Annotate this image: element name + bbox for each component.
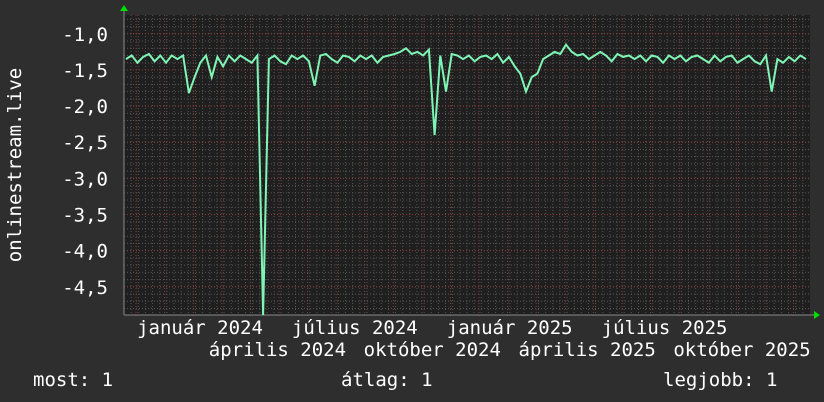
x-tick-label: október 2025 [673,339,810,361]
x-tick-label: január 2025 [447,317,573,339]
legend-current: most: 1 [33,369,114,391]
series-line [125,42,807,316]
x-tick-label: április 2024 [209,339,346,361]
y-tick-label: -1,5 [62,60,108,82]
y-tick-label: -3,5 [62,205,108,227]
y-axis-arrow-icon [120,5,128,11]
x-tick-label: július 2024 [292,317,418,339]
x-axis-arrow-icon [814,311,820,319]
x-tick-label: január 2024 [137,317,263,339]
y-tick-label: -3,0 [62,168,108,190]
y-tick-label: -1,0 [62,24,108,46]
x-tick-label: július 2025 [602,317,728,339]
y-axis-label: onlinestream.live [4,67,26,263]
y-tick-label: -2,5 [62,132,108,154]
y-tick-label: -2,0 [62,96,108,118]
y-tick-label: -4,5 [62,277,108,299]
x-tick-label: október 2024 [364,339,501,361]
x-tick-label: április 2025 [519,339,656,361]
y-tick-label: -4,0 [62,241,108,263]
legend-average: átlag: 1 [341,369,433,391]
legend-max: legjobb: 1 [663,369,778,391]
